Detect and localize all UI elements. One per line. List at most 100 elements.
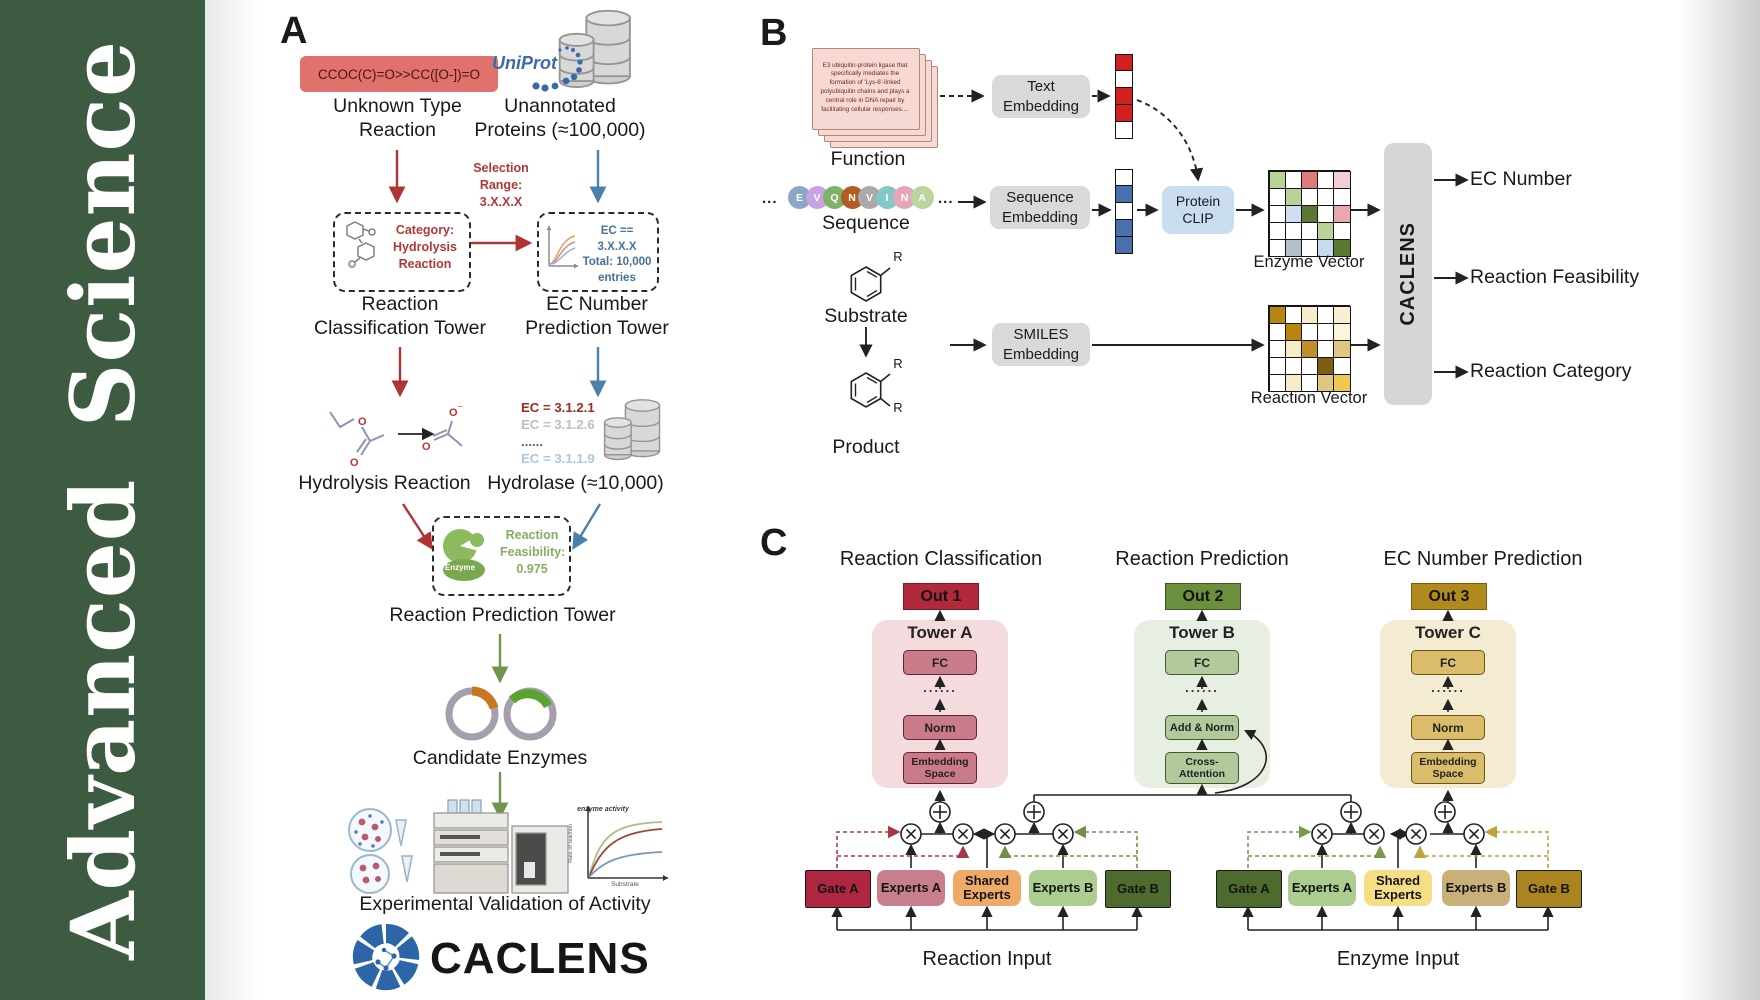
tower-b-cross-attention: Cross- Attention: [1165, 752, 1239, 784]
function-label: Function: [830, 148, 906, 170]
classification-tower-label: Reaction Classification Tower: [314, 293, 486, 339]
reaction-experts-b: Experts B: [1029, 870, 1097, 906]
out3-box: Out 3: [1411, 583, 1487, 610]
journal-sidebar: Advanced Science: [0, 0, 205, 1000]
tower-a-norm: Norm: [903, 715, 977, 740]
reaction-input-label: Reaction Input: [922, 948, 1052, 970]
ec-list-item: EC = 3.1.2.1: [521, 400, 595, 415]
function-cards: E3 ubiquitin-protein ligase that specifi…: [812, 48, 942, 148]
protein-clip-box: Protein CLIP: [1162, 186, 1234, 234]
reaction-experts-a: Experts A: [877, 870, 945, 906]
enzyme-input-label: Enzyme Input: [1336, 948, 1460, 970]
reaction-vector-grid: [1268, 305, 1351, 392]
title-reaction-classification: Reaction Classification: [839, 548, 1043, 570]
panel-b-label: B: [760, 12, 788, 54]
text-embedding-vector: [1115, 53, 1133, 139]
function-text: E3 ubiquitin-protein ligase that specifi…: [820, 61, 910, 113]
tower-b-panel: Tower B FC ...... Add & Norm Cross- Atte…: [1134, 620, 1270, 788]
svg-text:–: –: [458, 401, 463, 411]
tower-c-dots: ......: [1431, 680, 1465, 695]
category-text: Category: Hydrolysis Reaction: [393, 223, 457, 271]
ec-list-item: ......: [521, 434, 543, 449]
unknown-reaction-label: Unknown Type Reaction: [333, 95, 462, 141]
residue-circle: E: [788, 186, 811, 209]
output-ec-number: EC Number: [1470, 168, 1572, 190]
enzyme-vector-grid: [1268, 170, 1351, 257]
caclens-model-label: CACLENS: [1396, 222, 1419, 326]
ec-prediction-box: EC == 3.X.X.X Total: 10,000 entries: [537, 212, 659, 292]
hydrolysis-reaction-molecules: O O O – O: [329, 401, 463, 469]
residue-circle: I: [875, 186, 899, 209]
tower-b-add-norm: Add & Norm: [1165, 715, 1239, 740]
tower-c-name: Tower C: [1415, 623, 1481, 642]
product-r1-label: R: [893, 356, 903, 371]
reaction-gate-a: Gate A: [805, 870, 871, 908]
reaction-vector-label: Reaction Vector: [1250, 389, 1368, 407]
tower-b-dots: ......: [1185, 680, 1219, 695]
tower-c-embedding-space: Embedding Space: [1411, 752, 1485, 784]
candidate-enzymes-label: Candidate Enzymes: [412, 747, 588, 769]
sequence-ellipsis-left: ...: [762, 190, 778, 207]
substrate-label: Substrate: [824, 305, 908, 327]
smiles-embedding-box: SMILES Embedding: [992, 323, 1090, 366]
right-edge-gradient: [1680, 0, 1760, 1000]
tower-c-fc: FC: [1411, 650, 1485, 675]
selection-range-label: Selection Range: 3.X.X.X: [473, 161, 529, 209]
experimental-validation-label: Experimental Validation of Activity: [359, 893, 651, 915]
tower-c-panel: Tower C FC ...... Norm Embedding Space: [1380, 620, 1516, 788]
panel-a-label: A: [280, 10, 308, 52]
output-reaction-category: Reaction Category: [1470, 360, 1632, 382]
tower-c-norm: Norm: [1411, 715, 1485, 740]
out2-box: Out 2: [1165, 583, 1241, 610]
moe-operator-nodes: [900, 801, 1485, 845]
journal-name: Advanced Science: [50, 40, 155, 960]
tower-a-embedding-space: Embedding Space: [903, 752, 977, 784]
reaction-classification-box: Category: Hydrolysis Reaction: [333, 212, 471, 292]
residue-circle: N: [893, 186, 916, 209]
enzyme-gate-b: Gate B: [1516, 870, 1582, 908]
svg-text:O: O: [422, 441, 431, 453]
ec-tower-label: EC Number Prediction Tower: [525, 293, 669, 339]
plasmids-icon: [445, 686, 557, 741]
residue-circle: V: [858, 186, 881, 209]
feasibility-text: Reaction Feasibility: 0.975: [500, 528, 566, 576]
ec-number-list: EC = 3.1.2.1 EC = 3.1.2.6...... EC = 3.1.1…: [521, 399, 595, 467]
reaction-gate-b: Gate B: [1105, 870, 1171, 908]
residue-circle: V: [805, 186, 829, 209]
reaction-shared-experts: Shared Experts: [953, 870, 1021, 906]
out1-box: Out 1: [903, 583, 979, 610]
tower-a-dots: ......: [923, 680, 957, 695]
smiles-reaction-box: CCOC(C)=O>>CC([O-])=O: [300, 56, 498, 92]
hydrolysis-reaction-label: Hydrolysis Reaction: [298, 472, 471, 494]
ec-list-item: EC = 3.1.2.6: [521, 417, 595, 432]
svg-text:O: O: [350, 457, 359, 469]
hydrolase-label: Hydrolase (≈10,000): [487, 472, 664, 494]
panel-c-label: C: [760, 522, 788, 564]
substrate-r-label: R: [893, 249, 903, 264]
activity-ylabel: Rate of reaction: [568, 823, 574, 863]
reaction-feasibility-box: Reaction Feasibility: 0.975: [432, 516, 571, 596]
activity-xlabel: Substrate: [611, 881, 639, 888]
ec-list-item: EC = 3.1.1.9: [521, 451, 595, 466]
caclens-model-box: CACLENS: [1384, 143, 1432, 405]
enzyme-vector-label: Enzyme Vector: [1253, 253, 1365, 271]
sequence-label: Sequence: [822, 212, 910, 234]
enzyme-badge-label: Enzyme: [444, 563, 476, 572]
svg-text:O: O: [358, 416, 367, 428]
sequence-embedding-box: Sequence Embedding: [990, 186, 1090, 229]
tower-b-name: Tower B: [1169, 623, 1235, 642]
caclens-wordmark: CACLENS: [430, 934, 650, 983]
sequence-ellipsis-right: ...: [938, 190, 954, 207]
substrate-molecule: [850, 266, 891, 302]
activity-plot-icon: [585, 806, 668, 881]
enzyme-activity-annotation: enzyme activity: [577, 806, 629, 813]
enzyme-shared-experts: Shared Experts: [1364, 870, 1432, 906]
sequence-embedding-vector: [1115, 168, 1133, 254]
tower-a-fc: FC: [903, 650, 977, 675]
title-ec-number-prediction: EC Number Prediction: [1383, 548, 1583, 570]
reaction-prediction-tower-label: Reaction Prediction Tower: [389, 604, 616, 626]
residue-circle: Q: [823, 186, 846, 209]
tower-a-panel: Tower A FC ...... Norm Embedding Space: [872, 620, 1008, 788]
cells-samples-icon: [348, 808, 413, 894]
